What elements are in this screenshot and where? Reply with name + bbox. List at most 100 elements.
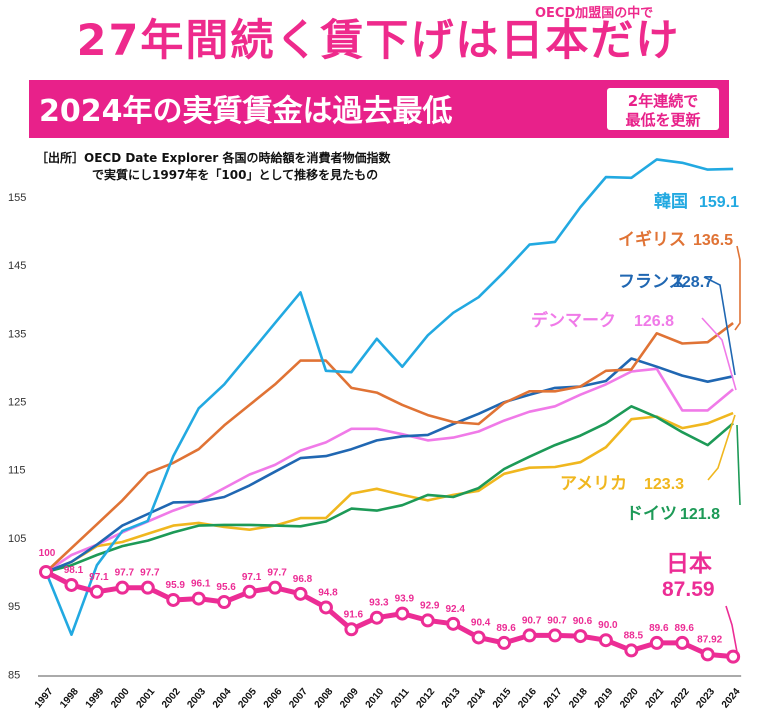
japan-point-label: 89.6 [675,623,695,634]
japan-point-label: 92.9 [420,600,440,611]
x-tick-label: 2020 [618,686,641,710]
series-label-korea: 韓国 [654,191,688,212]
japan-point [217,595,232,610]
japan-point [39,565,53,579]
y-tick-label: 135 [8,328,26,340]
japan-point-label: 97.7 [267,568,287,579]
japan-point-label: 98.1 [64,565,84,576]
japan-point [700,647,715,662]
japan-point-label: 97.1 [242,572,262,583]
series-layer [44,158,734,637]
japan-point-label: 95.6 [216,582,236,593]
japan-point-label: 89.6 [649,623,669,634]
japan-point [497,635,512,650]
y-tick-label: 145 [8,260,26,272]
x-tick-label: 2004 [211,686,234,710]
leader-line-germany [736,424,741,506]
series-line-usa [45,411,734,574]
series-label-japan: 日本 [666,551,712,577]
series-value-germany: 121.8 [680,506,720,523]
x-tick-label: 2019 [593,686,616,710]
japan-point [318,600,333,615]
x-tick-label: 2009 [338,686,361,710]
x-tick-label: 2022 [669,686,692,710]
series-value-japan: 87.59 [662,578,715,601]
japan-point [268,580,283,595]
japan-point [726,649,741,664]
japan-point-label: 90.6 [573,616,593,627]
japan-point-label: 89.6 [496,623,516,634]
x-tick-label: 1998 [58,686,81,710]
y-tick-label: 85 [8,669,20,681]
series-value-denmark: 126.8 [634,313,674,330]
y-tick-label: 155 [8,192,26,204]
series-label-germany: ドイツ [626,504,677,524]
japan-point [420,613,435,628]
japan-point-label: 90.7 [522,615,542,626]
japan-point [624,643,639,658]
x-tick-label: 2018 [567,686,590,710]
series-value-france: 128.7 [673,274,713,291]
series-line-uk [45,322,734,573]
japan-point-label: 97.7 [115,568,135,579]
japan-point [573,629,588,644]
series-line-japan [44,569,734,660]
japan-point-label: 91.6 [344,609,364,620]
x-tick-label: 1997 [33,686,56,710]
badge-line-1: 2年連続で [627,92,699,110]
x-tick-label: 2013 [440,686,463,710]
page-title: 27年間続く賃下げは日本だけ [76,16,681,66]
subtitle-badge: 2年連続で 最低を更新 [607,88,719,130]
y-tick-label: 105 [8,533,26,545]
series-line-korea [44,158,734,637]
leader-line-japan [725,605,738,653]
series-value-uk: 136.5 [693,232,733,249]
subtitle-band: 2024年の実質賃金は過去最低 2年連続で 最低を更新 [29,80,729,138]
japan-point-label: 88.5 [624,630,644,641]
y-tick-label: 125 [8,397,26,409]
japan-point [522,628,537,643]
series-value-korea: 159.1 [699,194,739,211]
leader-line-france [703,276,736,376]
x-tick-label: 1999 [84,686,107,710]
series-value-usa: 123.3 [644,476,684,493]
japan-point [598,633,613,648]
series-line-germany [45,404,734,574]
source-line-1: ［出所］OECD Date Explorer 各国の時給額を消費者物価指数 [36,151,391,165]
leader-line-uk [734,245,741,331]
japan-point [344,622,359,637]
japan-point-label: 90.4 [471,617,491,628]
y-tick-label: 115 [8,465,26,477]
x-tick-label: 2017 [542,686,565,710]
x-tick-label: 2015 [491,686,514,710]
title-note: OECD加盟国の中で [535,6,654,21]
leader-line-usa [707,414,736,481]
japan-point [166,592,181,607]
x-tick-label: 2000 [109,686,132,710]
japan-point-label: 96.8 [293,574,313,585]
y-tick-label: 95 [8,601,20,613]
x-tick-label: 2014 [465,686,488,710]
japan-layer: 100 98.1 97.1 97.7 97.7 95.9 96.1 95.6 97.1 97.7 9… [39,548,741,664]
japan-point-label: 93.3 [369,598,389,609]
series-label-france: フランス [618,272,686,292]
japan-point-label: 97.7 [140,568,160,579]
japan-point [446,616,461,631]
series-label-denmark: デンマーク [531,310,616,331]
japan-point-label: 90.7 [547,615,567,626]
japan-point-label: 100 [39,548,56,559]
badge-line-2: 最低を更新 [625,111,701,129]
japan-point [191,591,206,606]
japan-point [369,610,384,625]
japan-point [64,577,79,592]
x-tick-label: 2001 [135,686,158,710]
subtitle-text: 2024年の実質賃金は過去最低 [39,94,453,129]
x-tick-label: 2023 [694,686,717,710]
leader-line-denmark [701,317,737,391]
x-tick-label: 2005 [236,686,259,710]
x-tick-label: 2021 [644,686,667,710]
x-tick-label: 2003 [185,686,208,710]
x-tick-label: 2024 [720,686,743,710]
japan-point-label: 97.1 [89,572,109,583]
